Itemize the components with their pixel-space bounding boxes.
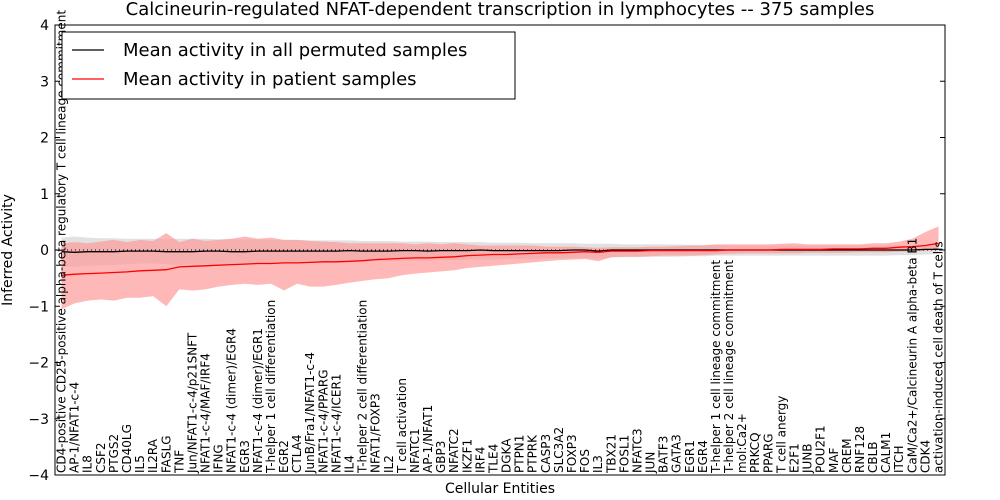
x-tick-label: TBX21 — [604, 434, 618, 474]
x-tick-label: FOS — [578, 449, 592, 473]
y-tick-label: 4 — [40, 18, 49, 34]
x-tick-label: CD40LG — [120, 424, 134, 473]
x-tick-label: mol:Ca2+ — [735, 413, 749, 473]
x-tick-label: RNF128 — [853, 426, 867, 473]
legend-box — [61, 31, 516, 100]
x-tick-label: FASLG — [159, 435, 173, 473]
x-tick-label: IL2RA — [146, 438, 160, 473]
x-tick-label: EGR2 — [277, 440, 291, 473]
x-tick-label: NFAT1-c-4/MAF/IRF4 — [199, 353, 213, 473]
x-tick-label: IL5 — [133, 455, 147, 473]
x-tick-label: IL8 — [81, 455, 95, 473]
x-tick-label: PTGS2 — [107, 434, 121, 473]
x-tick-label: AP-1/NFAT1-c-4 — [68, 382, 82, 473]
x-tick-label: GBP3 — [434, 441, 448, 473]
legend-label-patient: Mean activity in patient samples — [123, 69, 417, 90]
x-tick-label: T cell anergy — [774, 396, 788, 474]
y-tick-label: −4 — [28, 468, 49, 484]
y-tick-label: 2 — [40, 131, 49, 147]
x-tick-label: IL2 — [382, 455, 396, 473]
x-tick-label: EGR4 — [696, 440, 710, 473]
x-tick-label: IKZF1 — [460, 439, 474, 473]
x-tick-label: CD4-positive CD25-positive alpha-beta re… — [55, 10, 69, 473]
x-tick-label: BATF3 — [657, 436, 671, 473]
x-tick-label: SLC3A2 — [552, 427, 566, 473]
x-axis-label: Cellular Entities — [445, 481, 555, 497]
x-tick-label: IFNG — [212, 444, 226, 473]
x-tick-label: JUNB — [801, 443, 815, 474]
x-tick-label: T-helper 2 cell lineage commitment — [722, 260, 736, 474]
x-tick-label: EGR3 — [238, 440, 252, 473]
x-tick-label: NFAT1-c-4/ICER1 — [329, 374, 343, 473]
y-axis: −4 −3 −2 −1 0 1 2 3 4 — [28, 18, 945, 484]
x-tick-label: NFATC3 — [630, 428, 644, 473]
x-tick-label: GATA3 — [670, 434, 684, 473]
x-tick-label: JunB/Fra1/NFAT1-c-4 — [303, 352, 317, 474]
band-patient — [61, 226, 939, 310]
x-tick-label: TLE4 — [487, 444, 501, 474]
x-tick-label: CaM/Ca2+/Calcineurin A alpha-beta B1 — [905, 238, 919, 473]
x-tick-label: CDK4 — [918, 440, 932, 473]
x-tick-label: T-helper 1 cell differentiation — [264, 300, 278, 474]
x-tick-label: NFAT1/FOXP3 — [369, 393, 383, 473]
x-tick-label: PTPN1 — [513, 435, 527, 473]
x-tick-label: DGKA — [500, 438, 514, 473]
y-tick-label: 1 — [40, 187, 49, 203]
x-tick-label: AP-1/NFAT1 — [421, 405, 435, 473]
legend: Mean activity in all permuted samples Me… — [61, 31, 516, 100]
x-tick-label: NFATC1 — [408, 428, 422, 473]
y-tick-label: 3 — [40, 74, 49, 90]
y-tick-label: −2 — [28, 356, 49, 372]
confidence-bands — [61, 226, 939, 310]
x-tick-label: IL3 — [591, 455, 605, 473]
x-tick-label: E2F1 — [788, 443, 802, 473]
x-tick-label: CTLA4 — [290, 434, 304, 473]
x-tick-label: IRF4 — [473, 447, 487, 473]
series-lines — [55, 242, 945, 276]
x-axis-labels: CD4-positive CD25-positive alpha-beta re… — [55, 10, 946, 474]
y-tick-label: −1 — [28, 299, 49, 315]
x-tick-label: CASP3 — [539, 434, 553, 473]
x-tick-label: EGR1 — [683, 440, 697, 473]
x-tick-label: FOXP3 — [565, 434, 579, 473]
x-tick-label: NFATC2 — [447, 428, 461, 473]
x-tick-label: NFAT1-c-4 (dimer)/EGR1 — [251, 328, 265, 473]
x-tick-label: FOSL1 — [617, 435, 631, 473]
x-tick-label: JUN — [644, 452, 658, 474]
x-tick-label: CSF2 — [94, 442, 108, 473]
x-tick-label: NFAT1-c-4 (dimer)/EGR4 — [225, 328, 239, 473]
y-axis-label: Inferred Activity — [0, 194, 16, 306]
x-tick-label: PPARG — [761, 433, 775, 473]
chart-title: Calcineurin-regulated NFAT-dependent tra… — [126, 0, 875, 20]
y-tick-label: 0 — [40, 243, 49, 259]
x-tick-label: PTPRK — [526, 434, 540, 473]
x-tick-label: CALM1 — [879, 432, 893, 473]
x-tick-label: ITCH — [892, 445, 906, 473]
legend-label-permuted: Mean activity in all permuted samples — [123, 40, 467, 61]
x-tick-label: T cell activation — [395, 378, 409, 474]
x-tick-label: CBLB — [866, 441, 880, 473]
x-tick-label: activation-induced cell death of T cells — [932, 241, 946, 473]
x-tick-label: IL4 — [343, 455, 357, 473]
x-tick-label: T-helper 2 cell differentiation — [356, 300, 370, 474]
x-tick-label: POU2F1 — [814, 425, 828, 473]
x-tick-label: PRKCQ — [748, 432, 762, 473]
x-tick-label: Jun/NFAT1-c-4/p21SNFT — [185, 332, 199, 474]
x-tick-label: T-helper 1 cell lineage commitment — [709, 260, 723, 474]
line-patient-mean — [61, 242, 939, 276]
x-tick-label: MAF — [827, 447, 841, 473]
y-tick-label: −3 — [28, 412, 49, 428]
x-tick-label: NFAT1-c-4/PPARG — [316, 369, 330, 473]
x-tick-label: CREM — [840, 438, 854, 473]
x-tick-label: TNF — [172, 450, 186, 474]
